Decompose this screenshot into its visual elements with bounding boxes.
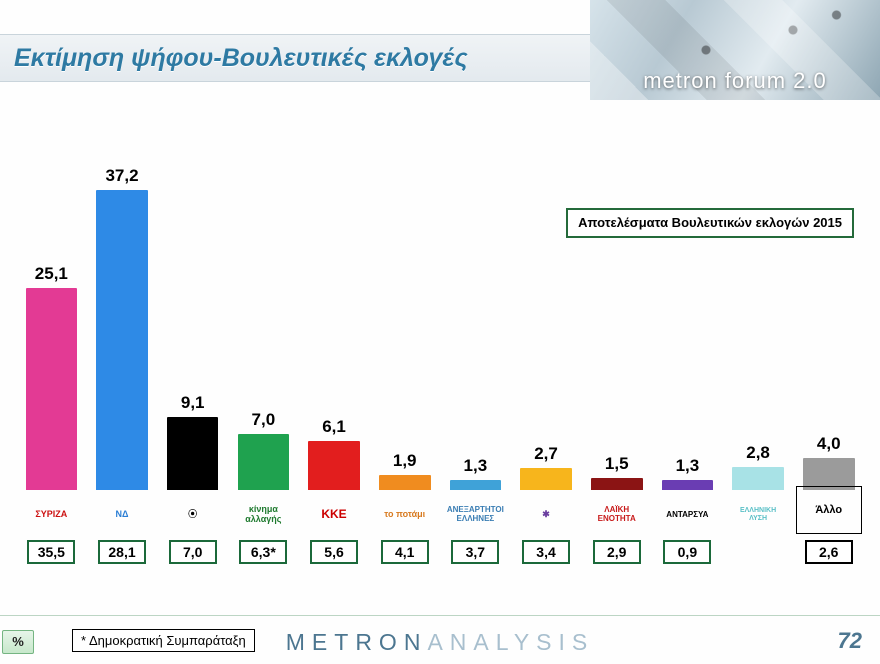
footnote-box: * Δημοκρατική Συμπαράταξη: [72, 629, 255, 652]
bar-value-label: 2,8: [746, 443, 770, 463]
bar-rect: [450, 480, 502, 490]
bar-value-label: 2,7: [534, 444, 558, 464]
bar-value-label: 37,2: [105, 166, 138, 186]
bar-value-label: 4,0: [817, 434, 841, 454]
bar-anel: 1,3ΑΝΕΞΑΡΤΗΤΟΙ ΕΛΛΗΝΕΣ3,7: [446, 456, 505, 490]
prev-2015-potami: 4,1: [381, 540, 429, 564]
bar-nd: 37,2ΝΔ28,1: [93, 166, 152, 490]
bar-value-label: 9,1: [181, 393, 205, 413]
vote-estimate-chart: Αποτελέσματα Βουλευτικών εκλογών 2015 25…: [22, 130, 858, 560]
party-logo-ek: ✱: [520, 496, 572, 534]
bar-rect: [520, 468, 572, 490]
page-title: Εκτίμηση ψήφου-Βουλευτικές εκλογές: [14, 44, 468, 73]
party-logo-nd: ΝΔ: [96, 496, 148, 534]
bar-value-label: 7,0: [252, 410, 276, 430]
party-logo-anel: ΑΝΕΞΑΡΤΗΤΟΙ ΕΛΛΗΝΕΣ: [449, 496, 501, 534]
bar-rect: [732, 467, 784, 490]
bar-rect: [238, 434, 290, 490]
bar-syriza: 25,1ΣΥΡΙΖΑ35,5: [22, 264, 81, 490]
bars-row: 25,1ΣΥΡΙΖΑ35,537,2ΝΔ28,19,1⦿7,07,0κίνημα…: [22, 150, 858, 490]
bar-potami: 1,9το ποτάμι4,1: [375, 451, 434, 490]
party-logo-el: ΕΛΛΗΝΙΚΗ ΛΥΣΗ: [732, 496, 784, 534]
party-logo-allo: Άλλο: [796, 486, 862, 534]
prev-2015-lae: 2,9: [593, 540, 641, 564]
bar-rect: [26, 288, 78, 490]
bar-rect: [96, 190, 148, 490]
prev-2015-kinal: 6,3*: [239, 540, 287, 564]
prev-2015-nd: 28,1: [98, 540, 146, 564]
header-banner-image: metron forum 2.0: [590, 0, 880, 100]
bar-antarsya: 1,3ΑΝΤΑΡΣΥΑ0,9: [658, 456, 717, 490]
header-brand-text: metron forum 2.0: [590, 68, 880, 94]
bar-allo: 4,0Άλλο2,6: [799, 434, 858, 490]
prev-2015-anel: 3,7: [451, 540, 499, 564]
prev-2015-ek: 3,4: [522, 540, 570, 564]
party-logo-kinal: κίνημα αλλαγής: [237, 496, 289, 534]
footer-brand-a: METRON: [286, 629, 428, 655]
percent-tab: %: [2, 630, 34, 654]
prev-2015-xa: 7,0: [169, 540, 217, 564]
bar-rect: [308, 441, 360, 490]
bar-el: 2,8ΕΛΛΗΝΙΚΗ ΛΥΣΗ: [729, 443, 788, 490]
party-logo-potami: το ποτάμι: [379, 496, 431, 534]
bar-value-label: 1,5: [605, 454, 629, 474]
footer: % * Δημοκρατική Συμπαράταξη METRONANALYS…: [0, 615, 880, 664]
party-logo-antarsya: ΑΝΤΑΡΣΥΑ: [661, 496, 713, 534]
bar-lae: 1,5ΛΑΪΚΗ ΕΝΟΤΗΤΑ2,9: [587, 454, 646, 490]
footnote-text: * Δημοκρατική Συμπαράταξη: [81, 633, 246, 648]
party-logo-kke: ΚΚΕ: [308, 496, 360, 534]
bar-value-label: 1,3: [676, 456, 700, 476]
bar-ek: 2,7✱3,4: [517, 444, 576, 490]
bar-kinal: 7,0κίνημα αλλαγής6,3*: [234, 410, 293, 490]
bar-kke: 6,1ΚΚΕ5,6: [305, 417, 364, 490]
slide: metron forum 2.0 Εκτίμηση ψήφου-Βουλευτι…: [0, 0, 880, 664]
bar-rect: [379, 475, 431, 490]
party-logo-lae: ΛΑΪΚΗ ΕΝΟΤΗΤΑ: [591, 496, 643, 534]
title-bar: Εκτίμηση ψήφου-Βουλευτικές εκλογές: [0, 34, 590, 82]
bar-rect: [167, 417, 219, 490]
prev-2015-syriza: 35,5: [27, 540, 75, 564]
party-logo-xa: ⦿: [167, 496, 219, 534]
party-logo-syriza: ΣΥΡΙΖΑ: [25, 496, 77, 534]
bar-rect: [591, 478, 643, 490]
bar-value-label: 6,1: [322, 417, 346, 437]
prev-2015-allo: 2,6: [805, 540, 853, 564]
bar-value-label: 1,3: [464, 456, 488, 476]
bar-value-label: 1,9: [393, 451, 417, 471]
bar-value-label: 25,1: [35, 264, 68, 284]
prev-2015-antarsya: 0,9: [663, 540, 711, 564]
prev-2015-kke: 5,6: [310, 540, 358, 564]
page-number: 72: [838, 628, 862, 654]
bar-xa: 9,1⦿7,0: [163, 393, 222, 490]
bar-rect: [662, 480, 714, 490]
footer-brand: METRONANALYSIS: [286, 629, 594, 656]
footer-brand-b: ANALYSIS: [427, 629, 594, 655]
